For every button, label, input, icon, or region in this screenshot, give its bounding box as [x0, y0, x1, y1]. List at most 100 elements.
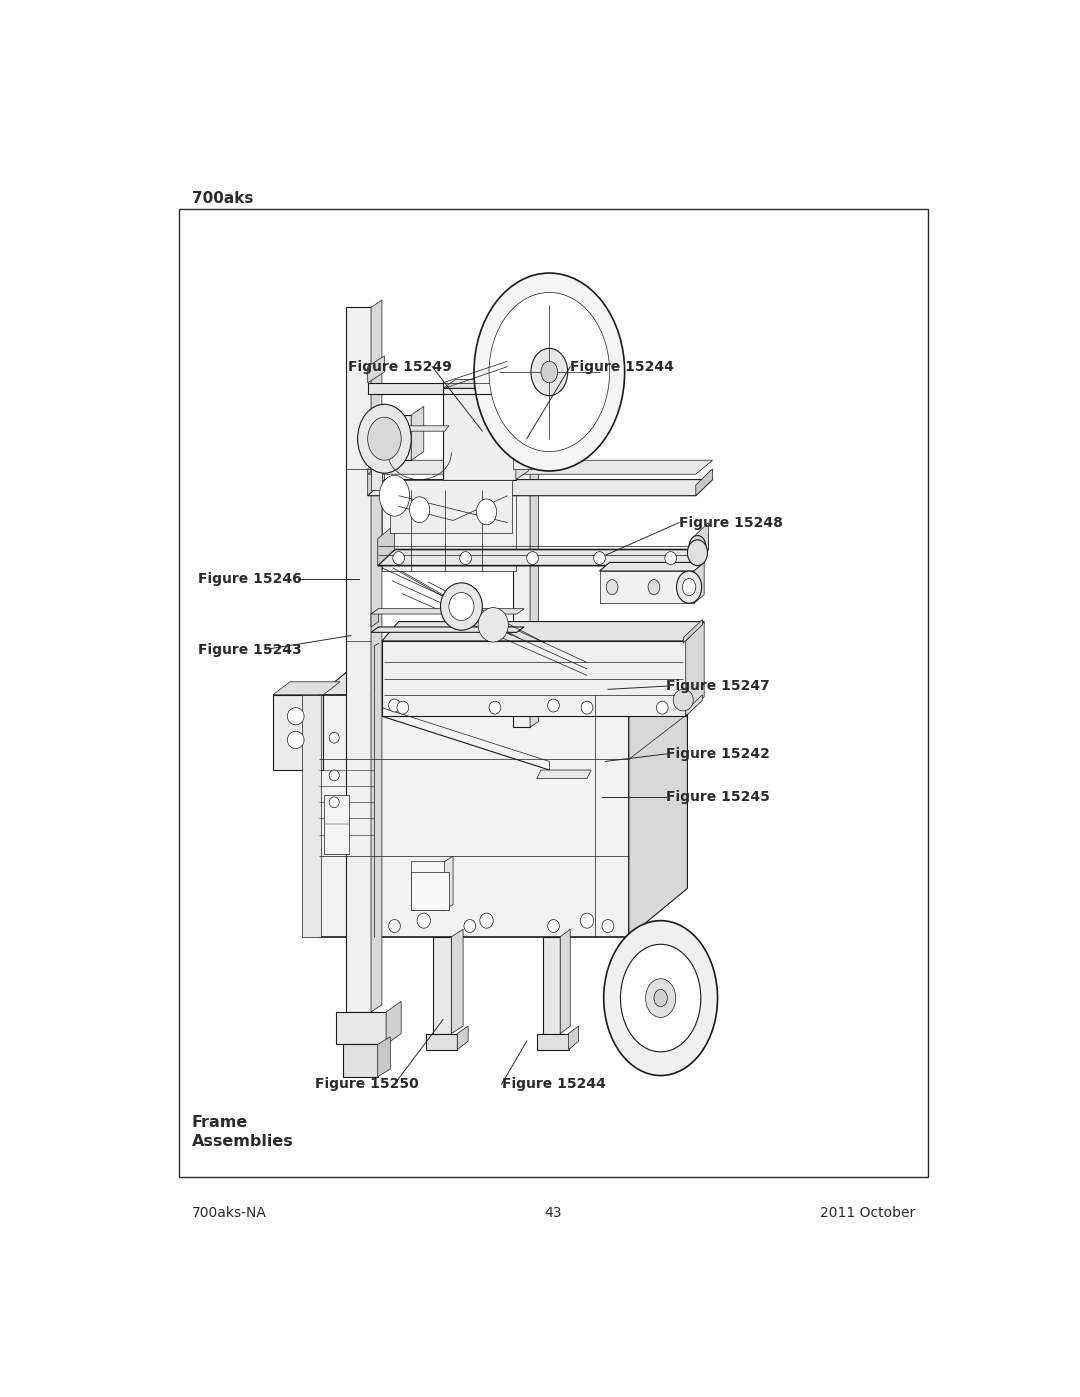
Polygon shape: [390, 479, 512, 534]
Text: Figure 15249: Figure 15249: [349, 359, 453, 373]
Ellipse shape: [548, 698, 559, 712]
Polygon shape: [302, 694, 321, 937]
Ellipse shape: [653, 989, 667, 1007]
Polygon shape: [694, 563, 704, 604]
Ellipse shape: [329, 770, 339, 781]
Ellipse shape: [397, 701, 408, 714]
Text: Figure 15242: Figure 15242: [666, 747, 770, 761]
Ellipse shape: [389, 919, 401, 932]
Polygon shape: [457, 1025, 468, 1049]
Text: 700aks: 700aks: [192, 191, 254, 207]
Polygon shape: [451, 929, 463, 1034]
Ellipse shape: [389, 698, 401, 712]
Ellipse shape: [357, 404, 411, 474]
Polygon shape: [632, 937, 649, 977]
Polygon shape: [696, 469, 713, 496]
Text: 43: 43: [544, 1206, 563, 1220]
Polygon shape: [537, 770, 591, 778]
Ellipse shape: [665, 552, 676, 564]
Ellipse shape: [367, 418, 401, 460]
Polygon shape: [433, 937, 451, 1034]
Text: Assemblies: Assemblies: [192, 1133, 294, 1148]
Polygon shape: [367, 383, 443, 394]
Text: Figure 15243: Figure 15243: [198, 643, 301, 657]
Polygon shape: [599, 571, 694, 604]
Ellipse shape: [379, 475, 409, 515]
Polygon shape: [568, 1025, 579, 1049]
Polygon shape: [346, 307, 372, 1011]
Polygon shape: [629, 647, 688, 937]
Ellipse shape: [604, 921, 717, 1076]
Polygon shape: [367, 415, 411, 460]
Polygon shape: [684, 619, 702, 643]
Polygon shape: [372, 627, 524, 633]
Ellipse shape: [606, 580, 618, 595]
Ellipse shape: [689, 535, 706, 557]
Polygon shape: [273, 694, 323, 770]
Ellipse shape: [489, 292, 609, 451]
Text: Figure 15250: Figure 15250: [315, 1077, 419, 1091]
Text: Figure 15244: Figure 15244: [570, 359, 674, 373]
Ellipse shape: [602, 919, 613, 932]
Polygon shape: [411, 407, 423, 460]
Polygon shape: [686, 694, 702, 717]
Text: Figure 15247: Figure 15247: [666, 679, 770, 693]
Polygon shape: [537, 1034, 568, 1049]
Polygon shape: [320, 647, 688, 694]
Polygon shape: [513, 400, 530, 726]
Text: Figure 15248: Figure 15248: [679, 515, 783, 529]
Polygon shape: [372, 300, 382, 1011]
Ellipse shape: [474, 272, 624, 471]
Ellipse shape: [683, 578, 696, 595]
Ellipse shape: [688, 539, 707, 566]
Text: Figure 15246: Figure 15246: [198, 571, 301, 585]
Ellipse shape: [527, 552, 539, 564]
Polygon shape: [273, 682, 340, 694]
Polygon shape: [513, 404, 535, 469]
Ellipse shape: [648, 580, 660, 595]
Text: 700aks-NA: 700aks-NA: [192, 1206, 267, 1220]
Ellipse shape: [478, 608, 509, 643]
Polygon shape: [530, 394, 539, 726]
Polygon shape: [382, 490, 516, 571]
Ellipse shape: [449, 592, 474, 620]
Ellipse shape: [541, 362, 557, 383]
Polygon shape: [543, 937, 561, 1034]
Ellipse shape: [620, 944, 701, 1052]
Ellipse shape: [673, 689, 693, 711]
Bar: [178, 208, 929, 1176]
Text: Figure 15245: Figure 15245: [666, 789, 770, 803]
Text: Frame: Frame: [192, 1115, 248, 1130]
Polygon shape: [686, 622, 704, 717]
Ellipse shape: [287, 708, 305, 725]
Ellipse shape: [580, 914, 594, 928]
Polygon shape: [561, 929, 570, 1034]
Polygon shape: [387, 1002, 401, 1045]
Ellipse shape: [594, 552, 606, 564]
Ellipse shape: [287, 731, 305, 749]
Ellipse shape: [489, 701, 501, 714]
Ellipse shape: [409, 497, 430, 522]
Polygon shape: [691, 534, 708, 566]
Polygon shape: [367, 356, 384, 383]
Bar: [324, 795, 349, 854]
Polygon shape: [342, 1045, 378, 1077]
Ellipse shape: [531, 348, 568, 395]
Polygon shape: [372, 609, 524, 615]
Polygon shape: [378, 525, 394, 566]
Ellipse shape: [460, 552, 472, 564]
Polygon shape: [336, 1011, 387, 1045]
Polygon shape: [445, 856, 454, 909]
Polygon shape: [516, 380, 528, 479]
Ellipse shape: [657, 701, 669, 714]
Polygon shape: [372, 422, 375, 474]
Ellipse shape: [677, 580, 689, 595]
Ellipse shape: [581, 701, 593, 714]
Ellipse shape: [476, 499, 497, 525]
Text: Figure 15244: Figure 15244: [501, 1077, 606, 1091]
Ellipse shape: [417, 914, 431, 928]
Polygon shape: [443, 388, 516, 479]
Ellipse shape: [441, 583, 483, 630]
Polygon shape: [378, 1037, 390, 1077]
Bar: [411, 872, 449, 909]
